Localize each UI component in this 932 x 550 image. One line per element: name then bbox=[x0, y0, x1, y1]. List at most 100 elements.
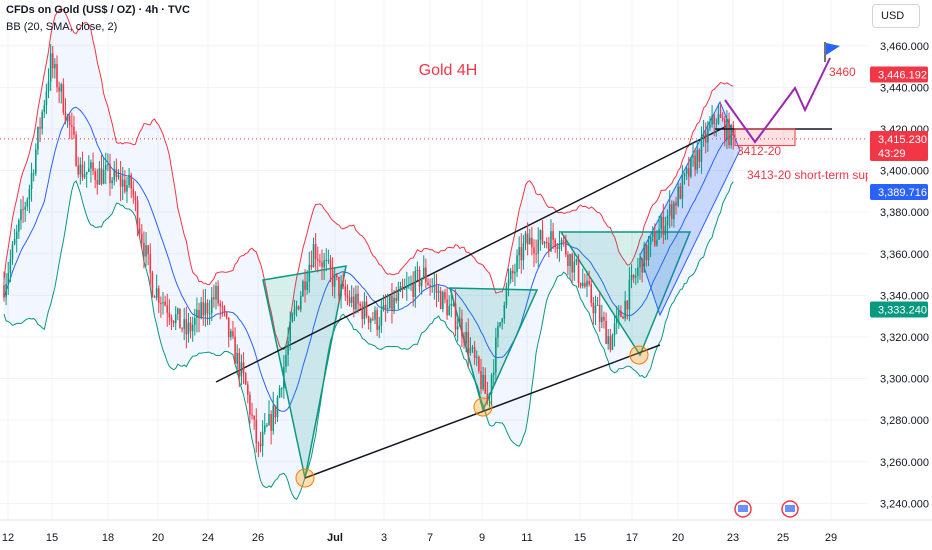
candle-body-92 bbox=[198, 309, 200, 319]
candle-body-114 bbox=[244, 373, 247, 385]
candle-body-19 bbox=[43, 105, 46, 112]
candle-body-288 bbox=[613, 323, 616, 335]
candle-body-325 bbox=[692, 155, 694, 158]
candle-body-266 bbox=[567, 254, 569, 267]
candle-body-277 bbox=[590, 284, 593, 303]
candle-body-278 bbox=[592, 302, 595, 314]
candle-body-261 bbox=[556, 246, 559, 249]
candle-body-167 bbox=[357, 293, 359, 304]
candle-body-59 bbox=[128, 175, 130, 186]
candle-body-305 bbox=[649, 236, 652, 245]
candle-body-232 bbox=[495, 337, 497, 373]
target-label: 3460 bbox=[829, 65, 856, 79]
candle-body-213 bbox=[454, 303, 457, 330]
candle-body-327 bbox=[696, 149, 699, 170]
candle-body-109 bbox=[234, 336, 236, 364]
candle-body-218 bbox=[465, 331, 467, 343]
candle-body-128 bbox=[274, 405, 277, 418]
candle-body-198 bbox=[422, 267, 425, 279]
candle-body-335 bbox=[713, 115, 715, 125]
candle-body-77 bbox=[166, 305, 169, 313]
candle-body-226 bbox=[482, 374, 484, 390]
candle-body-130 bbox=[278, 388, 281, 398]
indicator-line[interactable]: BB (20, SMA, close, 2) bbox=[6, 21, 118, 33]
candle-body-0 bbox=[3, 284, 5, 298]
candle-body-63 bbox=[136, 200, 139, 229]
candle-body-297 bbox=[632, 275, 635, 278]
candle-body-55 bbox=[119, 175, 122, 187]
candle-body-306 bbox=[651, 232, 654, 237]
candle-body-178 bbox=[380, 309, 383, 326]
candle-body-54 bbox=[117, 175, 120, 177]
candle-body-127 bbox=[272, 405, 275, 431]
candle-body-215 bbox=[459, 318, 461, 327]
candle-body-252 bbox=[537, 239, 540, 254]
candle-body-272 bbox=[579, 282, 582, 287]
candle-body-56 bbox=[121, 179, 124, 187]
candle-body-132 bbox=[283, 366, 285, 389]
support-text: 3413-20 short-term support bbox=[747, 168, 893, 182]
candle-body-263 bbox=[560, 239, 563, 245]
time-axis[interactable]: 12 15 18 20 24 26 Jul 3 7 9 11 15 17 20 23 25 29 bbox=[0, 500, 932, 550]
candle-body-193 bbox=[412, 283, 414, 297]
candle-body-80 bbox=[172, 321, 175, 324]
candle-body-115 bbox=[247, 384, 249, 395]
candle-body-44 bbox=[96, 179, 99, 185]
candle-body-82 bbox=[177, 308, 179, 315]
candle-body-91 bbox=[196, 309, 198, 318]
candle-body-20 bbox=[45, 91, 48, 106]
candle-body-242 bbox=[516, 255, 518, 272]
candle-body-258 bbox=[550, 231, 552, 252]
candle-body-186 bbox=[397, 291, 400, 301]
candle-body-309 bbox=[658, 229, 660, 240]
currency-button[interactable]: USD bbox=[872, 4, 920, 28]
candle-body-17 bbox=[39, 127, 41, 129]
candle-body-255 bbox=[543, 242, 546, 244]
candle-body-177 bbox=[378, 325, 381, 330]
candles bbox=[3, 44, 735, 458]
bb-fill bbox=[4, 8, 734, 500]
candle-body-69 bbox=[149, 253, 152, 273]
candle-body-116 bbox=[249, 394, 251, 415]
candle-body-68 bbox=[147, 245, 149, 254]
candle-body-159 bbox=[340, 284, 342, 297]
candle-body-58 bbox=[126, 185, 128, 192]
candle-body-122 bbox=[261, 431, 264, 447]
candle-body-328 bbox=[698, 149, 701, 162]
candle-body-334 bbox=[711, 115, 713, 125]
candle-body-281 bbox=[598, 304, 601, 323]
candle-body-199 bbox=[425, 267, 427, 283]
candle-body-129 bbox=[276, 397, 279, 418]
candle-body-299 bbox=[637, 267, 639, 276]
candle-body-173 bbox=[369, 318, 372, 323]
candle-body-104 bbox=[223, 306, 226, 313]
candle-body-95 bbox=[204, 302, 207, 316]
candle-body-78 bbox=[168, 312, 171, 318]
candle-body-204 bbox=[435, 285, 438, 293]
candle-body-47 bbox=[102, 169, 105, 184]
candle-body-329 bbox=[700, 136, 703, 162]
candle-body-170 bbox=[363, 301, 366, 319]
candle-body-231 bbox=[492, 372, 495, 375]
candle-body-264 bbox=[562, 239, 565, 241]
candle-body-6 bbox=[15, 231, 18, 240]
candle-body-319 bbox=[679, 186, 682, 199]
candle-body-310 bbox=[660, 216, 662, 230]
x-tick-label-10: 11 bbox=[521, 532, 532, 544]
candle-body-40 bbox=[88, 168, 90, 172]
candle-body-27 bbox=[60, 84, 63, 92]
candle-body-14 bbox=[32, 173, 35, 175]
candle-body-301 bbox=[641, 258, 643, 273]
candle-body-269 bbox=[573, 261, 576, 273]
candle-body-94 bbox=[202, 302, 205, 316]
y-tick-label-1: 3,260.000 bbox=[880, 457, 929, 469]
y-tick-label-0: 3,240.000 bbox=[880, 498, 929, 510]
candle-body-121 bbox=[259, 443, 262, 447]
price-badge-label-1: 3,415.230 bbox=[878, 134, 927, 146]
candle-body-38 bbox=[83, 174, 86, 178]
candle-body-302 bbox=[643, 244, 646, 273]
candle-body-119 bbox=[255, 419, 258, 443]
candle-body-169 bbox=[361, 306, 364, 319]
price-axis[interactable]: 3,240.000 3,260.000 3,280.000 3,300.000 3,32… bbox=[868, 0, 932, 550]
